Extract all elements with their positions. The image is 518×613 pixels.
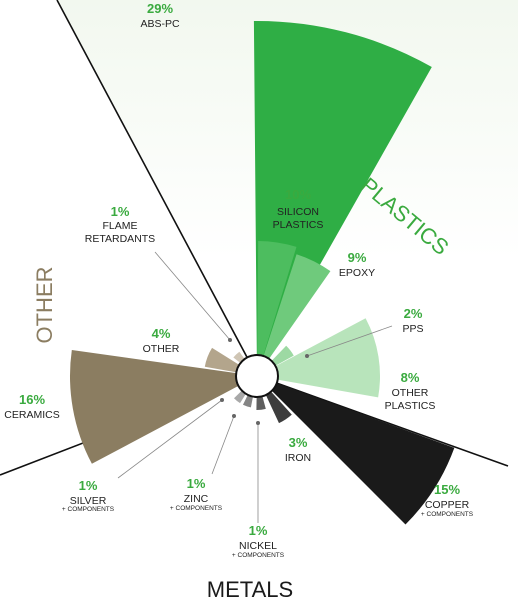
name-label-other: OTHER (143, 343, 180, 355)
pct-label-otherplastics: 8% (401, 370, 420, 385)
slice-silicon (257, 241, 297, 357)
leader-line-zinc (211, 415, 235, 475)
center-hub (235, 354, 279, 398)
group-label-other: OTHER (32, 267, 57, 344)
pct-label-zinc: 1% (187, 476, 206, 491)
leader-dot-nickel (256, 421, 260, 425)
leader-line-pps (306, 325, 393, 357)
name-label-otherplastics: OTHER (392, 387, 429, 399)
name-label-flame: RETARDANTS (85, 233, 155, 245)
name-label-ceramics: CERAMICS (4, 409, 59, 421)
slice-nickel (256, 395, 266, 410)
name-label-otherplastics: PLASTICS (385, 400, 436, 412)
name-label-silicon: SILICON (277, 206, 319, 218)
slice-ceramics (70, 349, 240, 464)
pct-label-epoxy: 9% (348, 250, 367, 265)
name-label-copper: COPPER (425, 499, 470, 511)
slice-pps (270, 345, 294, 367)
slice-epoxy (263, 254, 331, 360)
name-label-silicon: PLASTICS (273, 219, 324, 231)
slice-iron (265, 390, 292, 424)
group-label-metals: METALS (207, 577, 293, 602)
leader-dot-pps (305, 354, 309, 358)
leader-dot-zinc (232, 414, 236, 418)
group-divider-line (56, 0, 258, 377)
leader-dot-silver (220, 398, 224, 402)
slice-copper (271, 382, 455, 525)
slice-zinc (242, 393, 254, 408)
leader-line-silver (117, 399, 223, 479)
name-label-silver: SILVER (70, 495, 107, 507)
pct-label-flame: 1% (111, 204, 130, 219)
name-label-zinc: ZINC (184, 493, 209, 505)
name-label-epoxy: EPOXY (339, 267, 375, 279)
pct-label-abs: 29% (147, 1, 173, 16)
leader-line-flame (154, 251, 231, 341)
pct-label-silicon: 10% (285, 187, 311, 202)
sub-label-copper: + COMPONENTS (421, 511, 474, 518)
leader-dot-flame (228, 338, 232, 342)
name-label-pps: PPS (402, 323, 423, 335)
name-label-flame: FLAME (102, 220, 137, 232)
name-label-nickel: NICKEL (239, 540, 277, 552)
name-label-abs: ABS-PC (140, 18, 180, 30)
pct-label-copper: 15% (434, 482, 460, 497)
pct-label-silver: 1% (79, 478, 98, 493)
pct-label-pps: 2% (404, 306, 423, 321)
pct-label-nickel: 1% (249, 523, 268, 538)
group-divider-line (256, 375, 509, 467)
sub-label-silver: + COMPONENTS (62, 506, 115, 513)
sub-label-zinc: + COMPONENTS (170, 505, 223, 512)
sub-label-nickel: + COMPONENTS (232, 552, 285, 559)
slice-otherplastics (274, 318, 380, 398)
pct-label-iron: 3% (289, 435, 308, 450)
pct-label-other: 4% (152, 326, 171, 341)
slice-other (204, 347, 241, 373)
pct-label-ceramics: 16% (19, 392, 45, 407)
name-label-iron: IRON (285, 452, 311, 464)
